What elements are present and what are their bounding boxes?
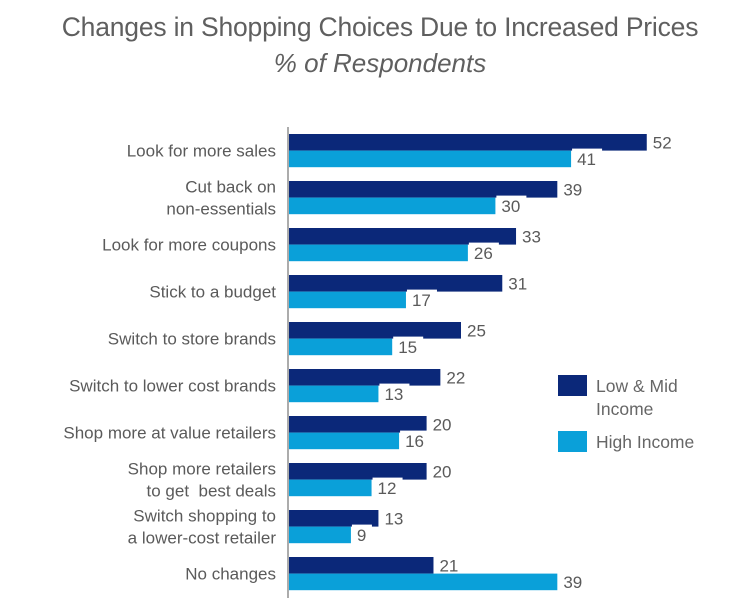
data-label-low-mid-income: 31: [508, 274, 527, 293]
bar-high-income: [289, 432, 400, 450]
data-label-background: [351, 524, 372, 545]
bar-high-income: [289, 479, 372, 497]
bar-low-mid-income: [289, 275, 503, 292]
legend-label: Income: [596, 399, 653, 419]
chart-subtitle: % of Respondents: [273, 48, 487, 78]
category-label: Stick to a budget: [149, 283, 276, 302]
category-label: Shop more retailers: [128, 460, 276, 479]
data-label-high-income: 26: [474, 244, 493, 263]
bar-high-income: [289, 197, 496, 215]
bar-low-mid-income: [289, 557, 434, 574]
data-label-low-mid-income: 20: [433, 462, 452, 481]
category-label: Switch to store brands: [108, 330, 276, 349]
category-label: Cut back on: [185, 178, 276, 197]
data-label-background: [406, 289, 437, 310]
category-label: Shop more at value retailers: [63, 424, 276, 443]
category-label: Switch to lower cost brands: [69, 377, 276, 396]
category-label: Switch shopping to: [133, 507, 276, 526]
category-label: No changes: [185, 565, 276, 584]
data-label-background: [572, 148, 603, 169]
data-label-high-income: 39: [563, 573, 582, 592]
data-label-low-mid-income: 39: [563, 180, 582, 199]
data-label-background: [372, 477, 403, 498]
data-label-low-mid-income: 20: [433, 415, 452, 434]
data-label-high-income: 17: [412, 291, 431, 310]
bar-high-income: [289, 291, 406, 309]
data-label-high-income: 13: [384, 385, 403, 404]
data-label-high-income: 30: [501, 197, 520, 216]
data-label-background: [558, 571, 589, 592]
data-label-low-mid-income: 52: [653, 133, 672, 152]
category-label: a lower-cost retailer: [128, 529, 277, 548]
data-label-high-income: 41: [577, 150, 596, 169]
data-label-background: [468, 242, 499, 263]
data-label-low-mid-income: 21: [439, 556, 458, 575]
category-label: non-essentials: [166, 200, 276, 219]
legend-swatch-low-mid-income: [558, 375, 587, 396]
data-label-background: [400, 430, 431, 451]
bar-low-mid-income: [289, 510, 379, 527]
data-label-background: [393, 336, 424, 357]
bar-low-mid-income: [289, 463, 427, 480]
bar-low-mid-income: [289, 228, 517, 245]
data-label-high-income: 9: [357, 526, 366, 545]
legend: Low & Mid Income High Income: [558, 375, 694, 452]
bar-high-income: [289, 244, 468, 262]
bar-low-mid-income: [289, 322, 461, 339]
bar-high-income: [289, 385, 379, 403]
bars-layer: [289, 134, 647, 591]
data-label-low-mid-income: 22: [446, 368, 465, 387]
bar-low-mid-income: [289, 134, 647, 151]
bar-low-mid-income: [289, 181, 558, 198]
bar-low-mid-income: [289, 416, 427, 433]
data-label-background: [379, 383, 410, 404]
data-label-low-mid-income: 25: [467, 321, 486, 340]
data-label-background: [496, 195, 527, 216]
data-label-high-income: 16: [405, 432, 424, 451]
chart-title: Changes in Shopping Choices Due to Incre…: [61, 12, 699, 42]
bar-high-income: [289, 338, 393, 356]
bar-high-income: [289, 573, 558, 591]
category-labels-layer: Look for more sales Cut back on non-essent…: [63, 142, 276, 584]
legend-label: Low & Mid: [596, 376, 678, 396]
legend-label: High Income: [596, 432, 694, 452]
category-label: Look for more coupons: [102, 236, 276, 255]
category-label: to get best deals: [147, 482, 276, 501]
category-label: Look for more sales: [127, 142, 276, 161]
bar-high-income: [289, 150, 572, 168]
data-label-high-income: 15: [398, 338, 417, 357]
data-label-low-mid-income: 33: [522, 227, 541, 246]
data-label-high-income: 12: [378, 479, 397, 498]
legend-swatch-high-income: [558, 431, 587, 452]
bar-high-income: [289, 526, 351, 544]
data-label-low-mid-income: 13: [384, 509, 403, 528]
bar-low-mid-income: [289, 369, 441, 386]
